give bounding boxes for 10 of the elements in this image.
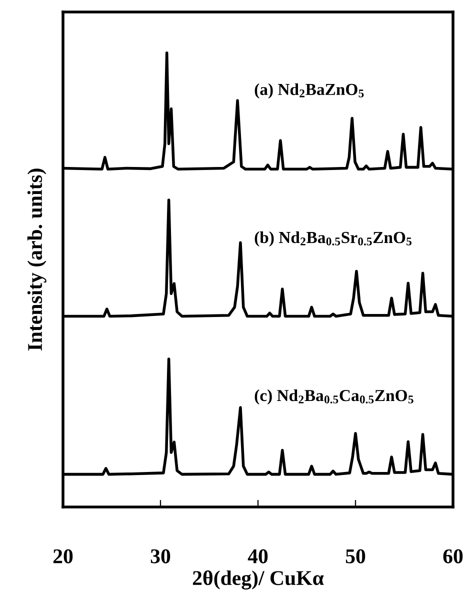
series-label: (a) Nd$_{2}$BaZnO$_{5}$ xyxy=(254,83,364,98)
x-tick-label: 30 xyxy=(150,549,170,564)
x-tick-label: 50 xyxy=(346,549,366,564)
series-label: (c) Nd$_{2}$Ba$_{0.5}$Ca$_{0.5}$ZnO$_{5}$ xyxy=(254,389,414,405)
y-axis-title: Intensity (arb. units) xyxy=(27,168,46,351)
x-axis-title: 2θ(deg)/ CuKα xyxy=(192,570,324,590)
x-tick-label: 40 xyxy=(248,549,268,564)
x-tick-label: 60 xyxy=(443,549,463,564)
x-tick-label: 20 xyxy=(53,549,73,564)
series-label: (b) Nd$_{2}$Ba$_{0.5}$Sr$_{0.5}$ZnO$_{5}$ xyxy=(254,231,412,247)
